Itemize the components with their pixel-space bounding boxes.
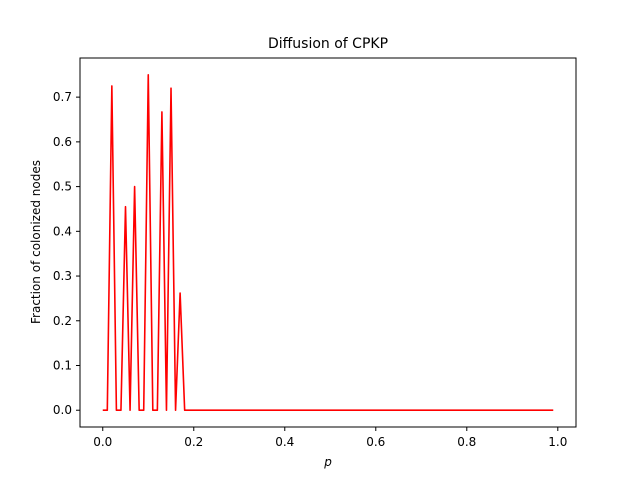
y-tick-label: 0.0 [53,403,72,417]
y-tick-label: 0.4 [53,224,72,238]
y-tick-label: 0.2 [53,314,72,328]
x-tick-label: 0.0 [93,435,112,449]
y-tick-label: 0.1 [53,359,72,373]
y-tick-label: 0.6 [53,135,72,149]
x-tick-label: 1.0 [548,435,567,449]
x-tick-label: 0.4 [275,435,294,449]
x-tick-label: 0.6 [366,435,385,449]
y-tick-label: 0.7 [53,90,72,104]
y-axis-label: Fraction of colonized nodes [29,160,43,324]
series-line [102,73,554,412]
chart-title: Diffusion of CPKP [268,36,388,52]
x-axis-label: p [323,455,332,469]
axes-frame [79,57,577,428]
y-axis: 0.0 0.1 0.2 0.3 0.4 0.5 0.6 0.7 [53,90,80,417]
y-tick-label: 0.5 [53,180,72,194]
y-tick-label: 0.3 [53,269,72,283]
x-tick-label: 0.2 [184,435,203,449]
x-tick-label: 0.8 [457,435,476,449]
x-axis: 0.0 0.2 0.4 0.6 0.8 1.0 [93,427,567,449]
series-layer [102,73,554,412]
